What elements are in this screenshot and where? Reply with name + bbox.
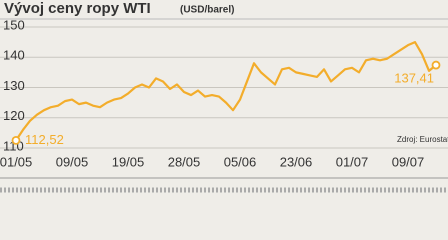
y-tick-label: 140 (3, 48, 25, 63)
chart: Vývoj ceny ropy WTI (USD/barel) Zdroj: E… (0, 0, 448, 193)
x-tick-label: 01/05 (0, 154, 32, 169)
x-tick-label: 09/05 (56, 154, 89, 169)
value-label: 112,52 (25, 132, 64, 147)
x-tick-label: 05/06 (224, 154, 257, 169)
end-point (431, 60, 441, 70)
y-tick-label: 130 (3, 78, 25, 93)
chart-subtitle: (USD/barel) (180, 5, 234, 16)
chart-title: Vývoj ceny ropy WTI (4, 0, 151, 17)
x-tick-label: 09/07 (392, 154, 425, 169)
y-tick-label: 150 (3, 17, 25, 32)
price-line (15, 41, 437, 141)
value-label: 137,41 (394, 71, 434, 86)
end-point (11, 135, 21, 145)
x-tick-label: 19/05 (112, 154, 145, 169)
y-tick-label: 120 (3, 108, 25, 123)
x-tick-label: 28/05 (168, 154, 201, 169)
source-note: Zdroj: Eurostat (397, 135, 448, 144)
x-tick-label: 01/07 (336, 154, 369, 169)
x-tick-label: 23/06 (280, 154, 313, 169)
